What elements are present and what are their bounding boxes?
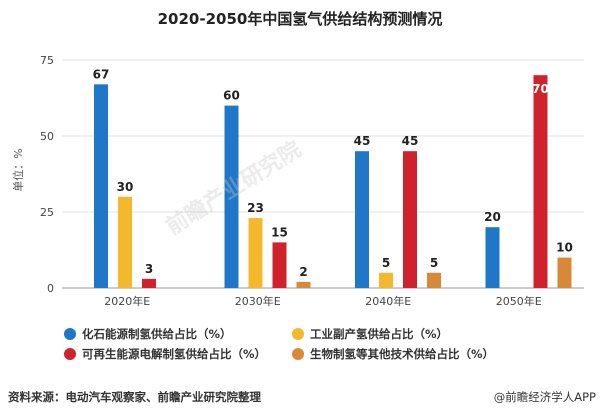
data-label: 15 — [271, 225, 288, 239]
data-label: 45 — [354, 134, 371, 148]
data-label: 3 — [145, 262, 153, 276]
data-label: 60 — [223, 89, 240, 103]
data-label: 67 — [93, 67, 110, 81]
y-tick-label: 25 — [40, 206, 54, 219]
bar — [355, 151, 369, 288]
legend-marker — [64, 348, 76, 360]
legend-marker — [292, 328, 304, 340]
data-label: 70 — [532, 82, 549, 96]
y-tick-label: 50 — [40, 130, 54, 143]
data-label: 5 — [430, 256, 438, 270]
bar — [224, 105, 239, 288]
bar — [296, 281, 311, 288]
data-label: 20 — [484, 210, 501, 224]
bar — [403, 151, 417, 288]
legend-marker — [64, 328, 76, 340]
bar — [557, 257, 572, 288]
legend-label: 生物制氢等其他技术供给占比（%） — [310, 347, 494, 361]
bar — [142, 278, 156, 288]
bar — [94, 84, 108, 288]
brand-credit: @前瞻经济学人APP — [494, 390, 596, 404]
legend-label: 化石能源制氢供给占比（%） — [82, 327, 232, 341]
legend-label: 可再生能源电解制氢供给占比（%） — [82, 347, 266, 361]
data-label: 5 — [382, 256, 390, 270]
y-axis-label: 单位：% — [11, 148, 25, 191]
legend-label: 工业副产氢供给占比（%） — [310, 327, 448, 341]
x-tick-label: 2030年E — [235, 294, 281, 308]
y-tick-label: 75 — [40, 54, 54, 67]
x-tick-label: 2050年E — [496, 294, 542, 308]
chart-title: 2020-2050年中国氢气供给结构预测情况 — [158, 10, 443, 28]
data-label: 30 — [117, 180, 134, 194]
bar — [272, 242, 287, 288]
x-tick-label: 2040年E — [365, 294, 411, 308]
grid-lines — [62, 59, 584, 289]
legend: 化石能源制氢供给占比（%） 工业副产氢供给占比（%） 可再生能源电解制氢供给占比（%… — [64, 327, 494, 361]
bar — [379, 272, 393, 288]
bar — [427, 272, 441, 288]
source-note: 资料来源：电动汽车观察家、前瞻产业研究院整理 — [8, 390, 261, 404]
bar — [485, 227, 500, 288]
y-tick-label: 0 — [47, 282, 54, 295]
bars-group: 67 30 3 60 23 15 2 45 5 45 5 20 70 10 — [93, 67, 573, 288]
data-label: 45 — [402, 134, 419, 148]
bar — [118, 196, 132, 288]
bar — [533, 75, 548, 288]
data-label: 23 — [247, 201, 264, 215]
data-label: 2 — [299, 265, 307, 279]
bar — [248, 218, 263, 288]
x-tick-label: 2020年E — [104, 294, 150, 308]
legend-marker — [292, 348, 304, 360]
data-label: 10 — [556, 241, 573, 255]
